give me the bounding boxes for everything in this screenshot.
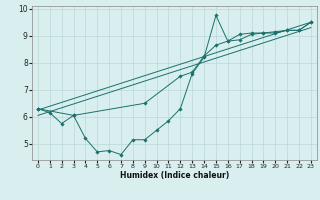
X-axis label: Humidex (Indice chaleur): Humidex (Indice chaleur) — [120, 171, 229, 180]
